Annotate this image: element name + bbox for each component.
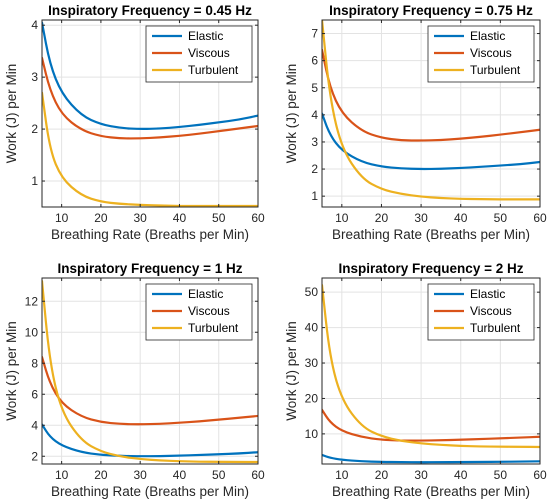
x-tick-label: 60 (533, 211, 547, 225)
legend: Elastic Viscous Turbulent (427, 25, 535, 83)
axes-box (321, 277, 541, 465)
legend-label: Elastic (470, 29, 505, 43)
x-axis-label: Breathing Rate (Breaths per Min) (51, 227, 249, 242)
chart-title: Inspiratory Frequency = 0.75 Hz (329, 3, 533, 18)
y-tick-label: 6 (31, 387, 38, 401)
subplot-1: 10 20 30 40 50 60 1 2 3 4 Inspiratory Frequency = … (4, 3, 265, 242)
y-tick-label: 2 (31, 122, 38, 136)
y-tick-label: 7 (311, 27, 318, 41)
x-tick-label: 10 (55, 468, 69, 482)
y-tick-label: 50 (305, 285, 319, 299)
y-tick-label: 12 (25, 294, 39, 308)
legend: Elastic Viscous Turbulent (427, 283, 535, 341)
chart-title: Inspiratory Frequency = 1 Hz (58, 261, 243, 276)
x-tick-label: 20 (94, 468, 108, 482)
series-line-elastic (322, 112, 540, 171)
axes-box (41, 277, 259, 465)
x-tick-label: 60 (533, 468, 547, 482)
x-tick-label: 40 (173, 468, 187, 482)
x-tick-label: 30 (134, 211, 148, 225)
x-tick-label: 20 (375, 468, 389, 482)
subplot-4: 10 20 30 40 50 60 10 20 30 40 50 Inspiratory Freque… (284, 261, 547, 499)
legend-label: Turbulent (470, 321, 521, 335)
series-line-viscous (322, 408, 540, 442)
y-tick-label: 2 (31, 449, 38, 463)
x-tick-label: 60 (251, 468, 265, 482)
x-axis-label: Breathing Rate (Breaths per Min) (332, 484, 530, 499)
series-line-turbulent (322, 283, 540, 449)
subplot-2: 10 20 30 40 50 60 1 2 3 4 5 6 7 Inspiratory Frequency… (284, 3, 547, 242)
x-tick-label: 40 (454, 468, 468, 482)
legend-label: Turbulent (188, 321, 239, 335)
subplot-3: 10 20 30 40 50 60 2 4 6 8 10 12 Inspiratory Frequenc… (4, 261, 265, 499)
x-tick-label: 30 (134, 468, 148, 482)
y-tick-label: 40 (305, 321, 319, 335)
x-tick-label: 50 (494, 211, 508, 225)
y-tick-label: 6 (311, 54, 318, 68)
series-line-elastic (42, 423, 258, 458)
x-tick-label: 30 (414, 211, 428, 225)
series-line-turbulent (322, 20, 540, 201)
y-axis-label: Work (J) per Min (284, 321, 299, 421)
chart-title: Inspiratory Frequency = 0.45 Hz (48, 3, 252, 18)
y-tick-label: 30 (305, 356, 319, 370)
y-tick-label: 1 (311, 189, 318, 203)
y-tick-label: 10 (25, 325, 39, 339)
series-line-viscous (42, 56, 258, 140)
legend-label: Viscous (470, 46, 512, 60)
y-tick-label: 20 (305, 391, 319, 405)
x-tick-label: 20 (94, 211, 108, 225)
legend: Elastic Viscous Turbulent (145, 283, 253, 341)
y-tick-label: 3 (311, 135, 318, 149)
y-axis-label: Work (J) per Min (4, 321, 19, 421)
y-tick-label: 4 (311, 108, 318, 122)
legend: Elastic Viscous Turbulent (145, 25, 253, 83)
y-tick-label: 2 (311, 162, 318, 176)
y-tick-label: 5 (311, 81, 318, 95)
axes-box (41, 19, 259, 208)
x-tick-label: 50 (212, 468, 226, 482)
x-axis-label: Breathing Rate (Breaths per Min) (332, 227, 530, 242)
y-tick-label: 4 (31, 18, 38, 32)
y-tick-label: 10 (305, 427, 319, 441)
x-tick-label: 50 (494, 468, 508, 482)
series-line-turbulent (42, 280, 258, 464)
x-tick-label: 40 (454, 211, 468, 225)
series-lines (322, 20, 540, 201)
x-tick-label: 10 (335, 211, 349, 225)
x-tick-label: 10 (335, 468, 349, 482)
series-lines (42, 280, 258, 464)
x-tick-label: 10 (55, 211, 69, 225)
series-line-viscous (322, 48, 540, 142)
legend-label: Viscous (470, 304, 512, 318)
x-tick-label: 40 (173, 211, 187, 225)
axes-box (321, 19, 541, 208)
legend-label: Turbulent (188, 63, 239, 77)
y-tick-label: 3 (31, 70, 38, 84)
x-tick-label: 30 (414, 468, 428, 482)
legend-label: Viscous (188, 46, 230, 60)
legend-label: Elastic (188, 287, 223, 301)
y-tick-label: 1 (31, 174, 38, 188)
legend-label: Elastic (188, 29, 223, 43)
y-tick-label: 4 (31, 418, 38, 432)
x-axis-label: Breathing Rate (Breaths per Min) (51, 484, 249, 499)
y-tick-label: 8 (31, 356, 38, 370)
y-axis-label: Work (J) per Min (4, 64, 19, 164)
x-tick-label: 60 (251, 211, 265, 225)
legend-label: Elastic (470, 287, 505, 301)
series-line-elastic (42, 21, 258, 131)
y-axis-label: Work (J) per Min (284, 64, 299, 164)
legend-label: Viscous (188, 304, 230, 318)
x-tick-label: 50 (212, 211, 226, 225)
legend-label: Turbulent (470, 63, 521, 77)
x-tick-label: 20 (375, 211, 389, 225)
chart-title: Inspiratory Frequency = 2 Hz (339, 261, 524, 276)
